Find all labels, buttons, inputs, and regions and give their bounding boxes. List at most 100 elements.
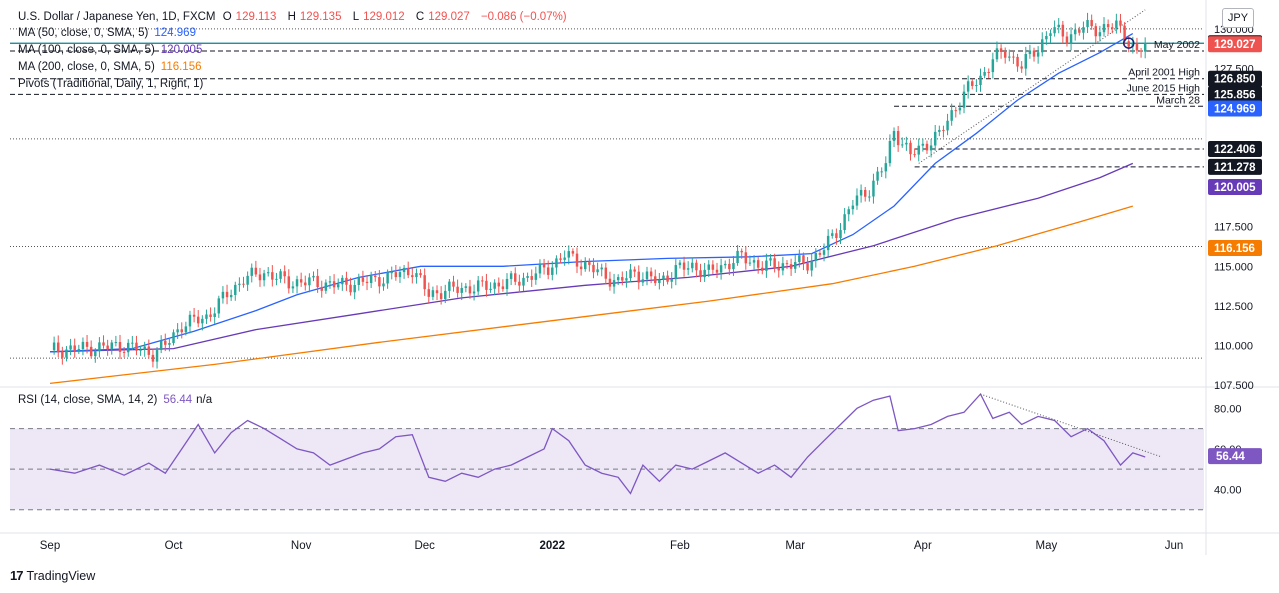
candle-body [52, 342, 56, 351]
candle-body [559, 258, 562, 260]
candle-body [209, 314, 212, 317]
ohlc-low: L 129.012 [352, 11, 405, 23]
candle-body [1078, 29, 1081, 33]
candle-body [592, 264, 595, 273]
candle-body [444, 290, 447, 299]
candle-body [773, 258, 776, 269]
tradingview-logo[interactable]: 17 TradingView [10, 568, 96, 583]
candle-body [752, 260, 756, 263]
candle-body [456, 286, 459, 293]
candle-body [439, 293, 443, 299]
candle-body [374, 275, 377, 278]
candle-body [402, 267, 406, 273]
currency-badge[interactable]: JPY [1222, 8, 1254, 28]
candle-body [608, 278, 612, 287]
candle-body [917, 145, 920, 155]
candle-body [192, 314, 196, 317]
candle-body [1098, 32, 1102, 37]
candle-body [275, 278, 278, 280]
candle-body [678, 262, 682, 266]
candle-body [785, 263, 789, 265]
candle-body [715, 269, 719, 273]
candle-body [798, 255, 801, 263]
candle-body [629, 269, 632, 279]
candle-body [653, 276, 657, 284]
candle-body [662, 275, 665, 280]
candle-body [880, 171, 883, 173]
candle-body [1139, 50, 1143, 52]
ohlc-open: O 129.113 [222, 11, 277, 23]
candle-body [538, 263, 542, 274]
candle-body [509, 273, 513, 279]
candle-body [551, 267, 554, 275]
candle-body [526, 276, 529, 278]
candle-body [835, 233, 838, 239]
price-label-box [1208, 70, 1262, 87]
candle-body [1008, 56, 1011, 58]
candle-body [744, 252, 748, 264]
candle-body [283, 271, 286, 277]
candle-body [703, 269, 706, 278]
candle-body [357, 277, 361, 285]
time-axis: Sep Oct Nov Dec 2022 Feb Mar Apr May Jun [40, 540, 1184, 552]
candle-body [1135, 43, 1139, 51]
candle-body [637, 271, 641, 283]
candle-body [695, 262, 698, 271]
candle-body [427, 289, 431, 297]
level-label: June 2015 High [1126, 82, 1200, 94]
candle-body [604, 267, 608, 279]
candle-body [415, 273, 418, 278]
candle-body [242, 283, 245, 285]
candle-body [394, 272, 398, 278]
price-change: −0.086 (−0.07%) [480, 11, 567, 23]
candle-body [987, 71, 990, 73]
candle-body [872, 180, 875, 197]
candle-body [452, 281, 455, 287]
candle-body [139, 349, 142, 351]
ma50-line [49, 33, 1134, 353]
candle-body [954, 110, 958, 112]
candle-body [621, 277, 624, 281]
candle-body [89, 346, 93, 357]
candle-body [221, 291, 225, 299]
candle-body [756, 260, 760, 268]
candle-body [304, 282, 307, 286]
candle-body [691, 262, 694, 269]
candle-body [946, 120, 949, 131]
candle-body [711, 264, 715, 270]
time-tick-label: Feb [670, 540, 690, 552]
candle-body [563, 257, 566, 260]
candle-body [1024, 54, 1028, 69]
candle-body [205, 314, 208, 319]
candle-body [1069, 34, 1073, 44]
candle-body [686, 268, 690, 270]
candle-body [238, 283, 241, 285]
candle-body [859, 189, 863, 196]
candle-body [460, 287, 463, 293]
candle-body [110, 342, 113, 349]
level-label: May 2002 [1154, 39, 1200, 51]
candle-body [699, 270, 702, 278]
candle-body [266, 272, 270, 274]
price-label-box [1208, 141, 1262, 158]
rsi-value-box [1208, 448, 1262, 465]
candle-body [1073, 29, 1077, 35]
candle-body [1057, 24, 1060, 28]
candle-body [843, 214, 846, 231]
candle-body [925, 143, 929, 151]
candle-body [1123, 25, 1126, 42]
candle-body [279, 271, 282, 279]
candle-body [736, 250, 739, 264]
candle-body [213, 313, 216, 317]
candle-body [896, 131, 900, 146]
candle-body [1049, 33, 1052, 36]
price-label-text: 120.005 [1214, 182, 1256, 194]
price-label-text: 116.156 [1214, 243, 1255, 255]
candle-body [781, 263, 785, 271]
candle-body [876, 171, 879, 181]
candle-body [1016, 56, 1019, 67]
candle-body [575, 253, 579, 267]
candle-body [1061, 24, 1065, 37]
candle-body [497, 282, 501, 287]
